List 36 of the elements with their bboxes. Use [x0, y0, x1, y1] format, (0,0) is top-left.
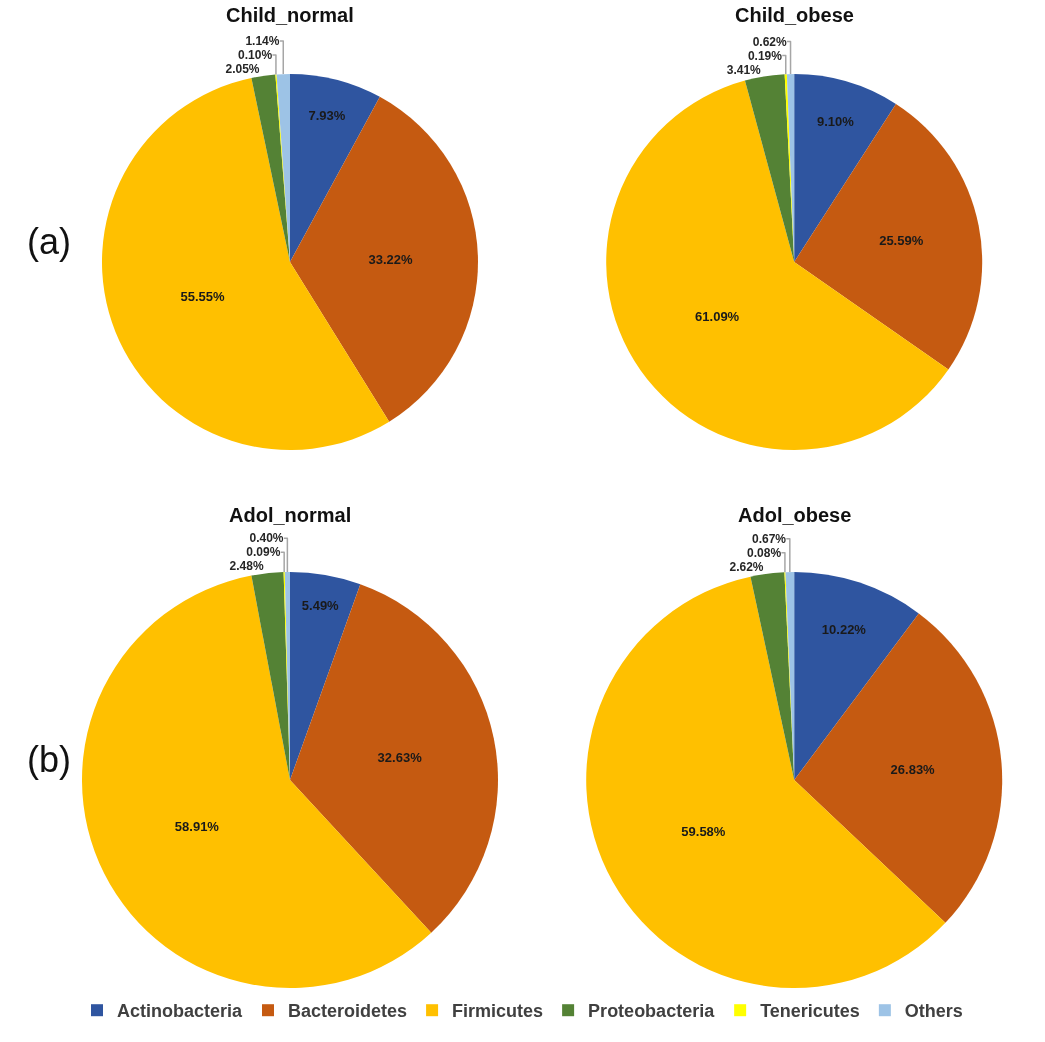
data-label: 3.41%: [726, 62, 762, 77]
legend-label: Bacteroidetes: [288, 1001, 408, 1022]
legend-label: Actinobacteria: [117, 1001, 244, 1022]
legend-label: Others: [904, 1001, 963, 1022]
data-label: 2.48%: [229, 559, 264, 574]
data-label: 0.62%: [752, 34, 788, 49]
legend-label: Firmicutes: [452, 1001, 544, 1022]
data-label: 9.10%: [816, 113, 855, 129]
data-label: 26.83%: [890, 762, 936, 778]
data-label: 2.62%: [729, 559, 764, 574]
slice-label: Child_obese: [735, 4, 854, 26]
data-label: 25.59%: [879, 233, 924, 249]
data-label: 10.22%: [821, 622, 867, 638]
data-label: 59.58%: [681, 823, 726, 839]
data-label: 58.91%: [174, 819, 220, 835]
data-label: 0.67%: [751, 531, 787, 546]
legend-label: Proteobacteria: [588, 1001, 716, 1022]
slice-label: Adol_normal: [229, 504, 352, 526]
data-label: 5.49%: [301, 597, 340, 613]
data-label: 0.40%: [249, 531, 284, 546]
data-label: 0.08%: [747, 545, 782, 560]
data-label: 1.14%: [245, 34, 280, 49]
data-label: 32.63%: [377, 750, 423, 766]
data-label: 7.93%: [308, 108, 346, 124]
data-label: 2.05%: [225, 62, 260, 77]
text: (b): [27, 739, 71, 780]
legend-label: Tenericutes: [760, 1001, 860, 1022]
text: (a): [27, 221, 71, 262]
data-label: 0.09%: [246, 545, 281, 560]
data-label: 0.10%: [238, 48, 273, 63]
data-label: 55.55%: [180, 289, 225, 305]
data-label: 33.22%: [368, 251, 414, 267]
slice-label: Adol_obese: [738, 504, 852, 526]
data-label: 0.19%: [747, 48, 783, 63]
slice-label: Child_normal: [226, 4, 354, 26]
data-label: 61.09%: [695, 308, 740, 324]
